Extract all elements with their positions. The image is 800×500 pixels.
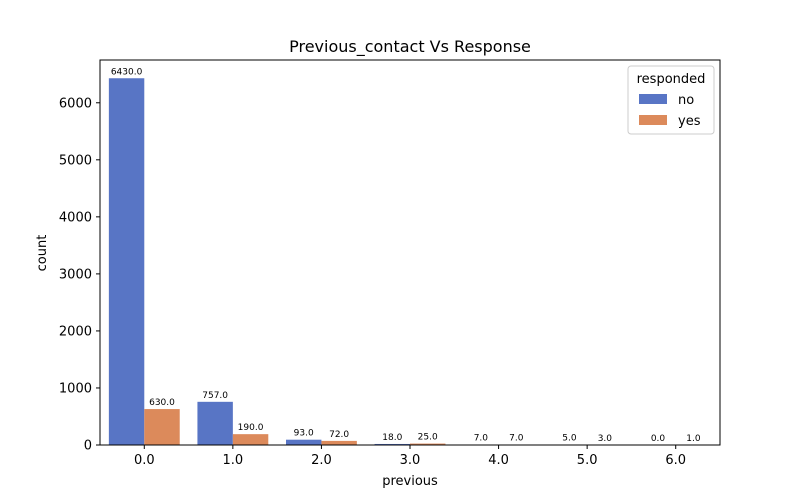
x-tick-label: 6.0 — [665, 453, 686, 468]
y-tick-label: 0 — [84, 439, 92, 454]
bar-no-3.0 — [374, 443, 410, 445]
data-label-no-4.0: 7.0 — [474, 434, 489, 444]
y-tick-label: 3000 — [59, 267, 92, 282]
data-label-yes-1.0: 190.0 — [238, 423, 264, 433]
legend-label-yes: yes — [678, 114, 701, 129]
data-label-no-3.0: 18.0 — [382, 433, 402, 443]
data-label-no-5.0: 5.0 — [562, 434, 577, 444]
bar-yes-2.0 — [321, 440, 357, 445]
bar-no-1.0 — [197, 401, 233, 445]
data-label-yes-0.0: 630.0 — [149, 398, 175, 408]
bar-yes-3.0 — [410, 443, 446, 445]
legend-swatch-yes — [639, 115, 667, 125]
legend-swatch-no — [639, 94, 667, 104]
y-tick-label: 5000 — [59, 153, 92, 168]
data-label-no-0.0: 6430.0 — [111, 67, 143, 77]
bar-yes-1.0 — [232, 434, 269, 445]
data-label-yes-5.0: 3.0 — [598, 434, 613, 444]
bar-no-2.0 — [286, 439, 322, 445]
legend: responded no yes — [627, 65, 715, 135]
x-tick-label: 2.0 — [311, 453, 332, 468]
legend-title: responded — [637, 72, 706, 87]
bar-no-0.0 — [108, 78, 145, 445]
legend-label-no: no — [678, 93, 694, 108]
y-tick-label: 2000 — [59, 324, 92, 339]
x-tick-label: 3.0 — [400, 453, 421, 468]
data-label-yes-3.0: 25.0 — [418, 433, 438, 443]
x-tick-label: 4.0 — [488, 453, 509, 468]
chart-title: Previous_contact Vs Response — [289, 37, 531, 57]
x-tick-label: 5.0 — [577, 453, 598, 468]
data-label-yes-4.0: 7.0 — [509, 434, 524, 444]
data-labels-layer: 6430.0 630.0 757.0 190.0 93.0 72.0 18.0 25.0 7.0… — [111, 67, 701, 444]
axes-layer: 0 1000 2000 3000 4000 5000 6000 0.0 1.0 2.0 3.0 4.0… — [59, 59, 721, 468]
bar-yes-0.0 — [144, 409, 180, 445]
data-label-yes-2.0: 72.0 — [329, 430, 349, 440]
y-tick-label: 1000 — [59, 381, 92, 396]
data-label-yes-6.0: 1.0 — [686, 434, 701, 444]
bars-layer — [108, 78, 712, 445]
x-tick-label: 1.0 — [223, 453, 244, 468]
data-label-no-1.0: 757.0 — [202, 391, 228, 401]
plot-frame — [99, 59, 721, 446]
y-tick-label: 4000 — [59, 210, 92, 225]
y-axis-label: count — [35, 235, 50, 272]
x-tick-label: 0.0 — [134, 453, 155, 468]
data-label-no-2.0: 93.0 — [294, 429, 314, 439]
x-axis-label: previous — [382, 474, 438, 489]
y-tick-label: 6000 — [59, 96, 92, 111]
data-label-no-6.0: 0.0 — [651, 434, 666, 444]
